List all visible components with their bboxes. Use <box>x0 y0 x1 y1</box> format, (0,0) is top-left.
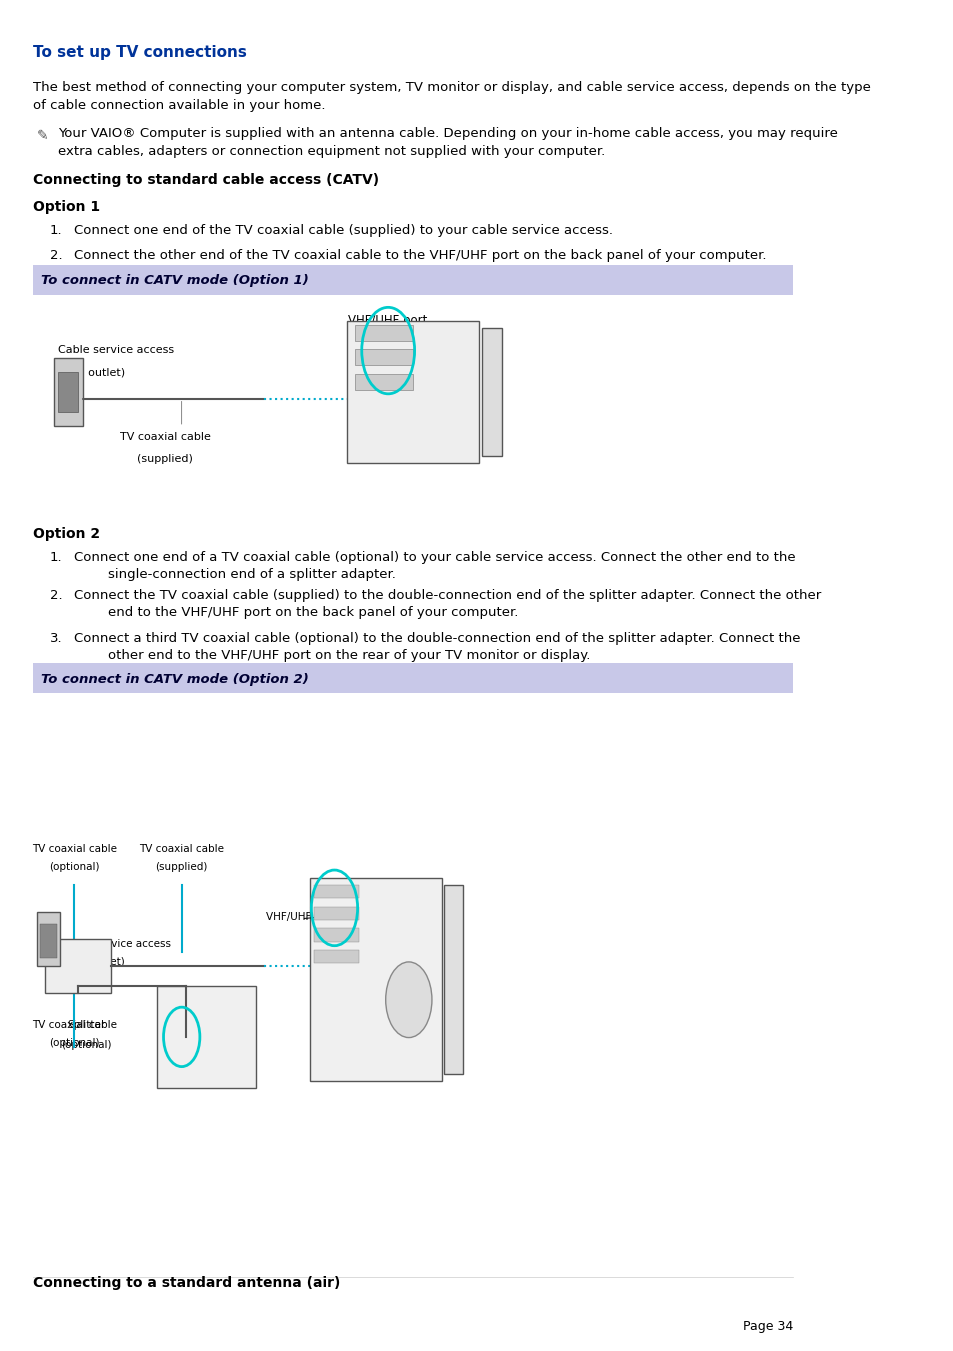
Text: To set up TV connections: To set up TV connections <box>33 45 247 59</box>
Text: The best method of connecting your computer system, TV monitor or display, and c: The best method of connecting your compu… <box>33 81 870 112</box>
Text: (optional): (optional) <box>61 1040 112 1050</box>
Text: (optional): (optional) <box>49 862 99 871</box>
Bar <box>314 885 359 898</box>
Text: Cable service access: Cable service access <box>58 345 173 354</box>
Bar <box>53 358 83 426</box>
Text: (wall outlet): (wall outlet) <box>62 957 125 966</box>
FancyBboxPatch shape <box>33 663 792 693</box>
Text: Connect one end of a TV coaxial cable (optional) to your cable service access. C: Connect one end of a TV coaxial cable (o… <box>74 551 795 581</box>
Text: Your VAIO® Computer is supplied with an antenna cable. Depending on your in-home: Your VAIO® Computer is supplied with an … <box>58 127 837 158</box>
Text: Option 1: Option 1 <box>33 200 100 213</box>
Bar <box>46 939 112 993</box>
Text: Option 2: Option 2 <box>33 527 100 540</box>
Text: TV coaxial cable: TV coaxial cable <box>31 1020 116 1029</box>
Bar <box>314 950 359 963</box>
Text: Connect the other end of the TV coaxial cable to the VHF/UHF port on the back pa: Connect the other end of the TV coaxial … <box>74 249 766 262</box>
Bar <box>481 328 501 457</box>
Text: TV coaxial cable: TV coaxial cable <box>120 432 211 442</box>
Text: (optional): (optional) <box>49 1038 99 1047</box>
Text: (supplied): (supplied) <box>137 454 193 463</box>
Bar <box>355 326 413 342</box>
Bar <box>37 912 60 966</box>
Text: 1.: 1. <box>50 224 62 238</box>
Text: (wall outlet): (wall outlet) <box>58 367 125 377</box>
Text: TV coaxial cable: TV coaxial cable <box>139 844 224 854</box>
Text: VHF/UHF: VHF/UHF <box>196 1067 241 1077</box>
Bar <box>40 924 57 958</box>
Text: VHF/UHF port: VHF/UHF port <box>348 315 427 327</box>
Bar <box>347 322 478 463</box>
Bar <box>314 928 359 942</box>
Text: Connecting to a standard antenna (air): Connecting to a standard antenna (air) <box>33 1277 340 1290</box>
Text: Page 34: Page 34 <box>741 1320 792 1333</box>
Text: VHF/UHF port: VHF/UHF port <box>266 912 336 921</box>
Text: Splitter: Splitter <box>68 1020 106 1029</box>
Text: Connect a third TV coaxial cable (optional) to the double-connection end of the : Connect a third TV coaxial cable (option… <box>74 632 800 662</box>
Bar <box>156 986 255 1088</box>
Text: 3.: 3. <box>50 632 62 646</box>
Bar <box>355 350 413 366</box>
Bar <box>310 878 441 1081</box>
Text: (supplied): (supplied) <box>155 862 208 871</box>
Text: Connect one end of the TV coaxial cable (supplied) to your cable service access.: Connect one end of the TV coaxial cable … <box>74 224 613 238</box>
FancyBboxPatch shape <box>33 265 792 295</box>
Circle shape <box>385 962 432 1038</box>
Bar <box>314 907 359 920</box>
Text: To connect in CATV mode (Option 1): To connect in CATV mode (Option 1) <box>41 274 309 288</box>
Text: Connecting to standard cable access (CATV): Connecting to standard cable access (CAT… <box>33 173 378 186</box>
Bar <box>355 374 413 390</box>
Bar <box>58 372 78 412</box>
Text: ✎: ✎ <box>37 130 49 143</box>
Bar <box>444 885 462 1074</box>
Text: To connect in CATV mode (Option 2): To connect in CATV mode (Option 2) <box>41 673 309 686</box>
Text: 2.: 2. <box>50 249 62 262</box>
Text: 2.: 2. <box>50 589 62 603</box>
Text: TV coaxial cable: TV coaxial cable <box>31 844 116 854</box>
Text: Connect the TV coaxial cable (supplied) to the double-connection end of the spli: Connect the TV coaxial cable (supplied) … <box>74 589 821 619</box>
Text: Cable service access: Cable service access <box>62 939 171 948</box>
Text: 1.: 1. <box>50 551 62 565</box>
